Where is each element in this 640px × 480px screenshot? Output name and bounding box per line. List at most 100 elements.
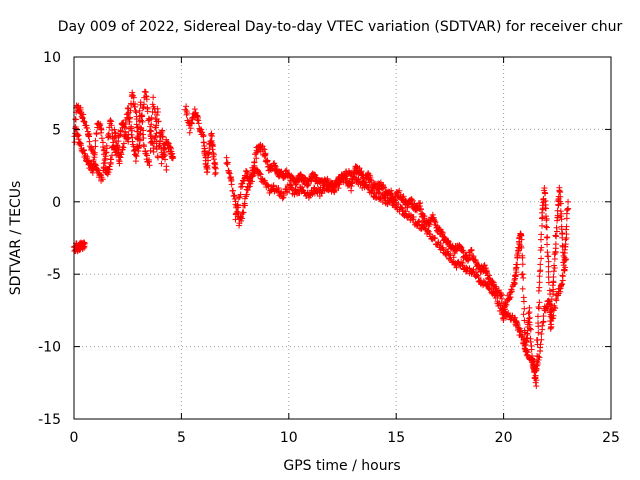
data-point [492, 294, 499, 301]
data-point [539, 322, 546, 329]
data-point [256, 170, 263, 177]
data-point [207, 131, 214, 138]
data-point [557, 288, 564, 295]
data-point [243, 191, 250, 198]
data-point [543, 223, 550, 230]
data-point [224, 161, 231, 168]
data-point [105, 130, 112, 137]
data-point [136, 107, 143, 114]
data-point [228, 181, 235, 188]
data-point [135, 128, 142, 135]
data-point [139, 131, 146, 138]
data-point [400, 193, 407, 200]
data-point [537, 341, 544, 348]
data-point [544, 253, 551, 260]
data-point [132, 152, 139, 159]
data-point [375, 189, 382, 196]
data-point [432, 234, 439, 241]
data-point [91, 149, 98, 156]
data-point [537, 236, 544, 243]
data-point [122, 132, 129, 139]
data-point [380, 184, 387, 191]
data-point [533, 377, 540, 384]
data-point [431, 218, 438, 225]
data-point [380, 183, 387, 190]
data-point [261, 146, 268, 153]
x-axis-label: GPS time / hours [283, 458, 400, 474]
data-point [551, 262, 558, 269]
data-point [98, 126, 105, 133]
data-point [537, 267, 544, 274]
data-point [101, 157, 108, 164]
data-point [195, 120, 202, 127]
data-point [183, 103, 190, 110]
data-point [124, 110, 131, 117]
data-point [535, 329, 542, 336]
data-point [158, 160, 165, 167]
data-point [201, 148, 208, 155]
data-point [557, 213, 564, 220]
data-point [536, 354, 543, 361]
data-point [226, 170, 233, 177]
data-point [527, 355, 534, 362]
data-point [505, 310, 512, 317]
data-point [548, 308, 555, 315]
data-point [99, 176, 106, 183]
data-point [124, 136, 131, 143]
data-point [544, 241, 551, 248]
data-point [103, 142, 110, 149]
data-point [279, 195, 286, 202]
data-point [340, 179, 347, 186]
data-point [558, 216, 565, 223]
data-point [382, 194, 389, 201]
data-point [232, 216, 239, 223]
data-point [159, 127, 166, 134]
data-point [235, 194, 242, 201]
data-point [108, 156, 115, 163]
data-point [74, 131, 81, 138]
data-point [439, 229, 446, 236]
data-point [548, 323, 555, 330]
data-point [543, 224, 550, 231]
data-point [542, 190, 549, 197]
data-point [140, 135, 147, 142]
data-point [552, 241, 559, 248]
data-point [514, 322, 521, 329]
x-tick-label: 20 [495, 430, 513, 446]
data-point [113, 138, 120, 145]
data-point [150, 94, 157, 101]
data-point [311, 184, 318, 191]
data-point [453, 264, 460, 271]
data-point [152, 115, 159, 122]
data-point [547, 311, 554, 318]
data-point [534, 313, 541, 320]
data-point [89, 169, 96, 176]
data-point [527, 338, 534, 345]
data-point [557, 200, 564, 207]
data-point [335, 185, 342, 192]
data-point [121, 124, 128, 131]
data-point [537, 261, 544, 268]
data-point [90, 150, 97, 157]
data-point [232, 198, 239, 205]
data-point [88, 160, 95, 167]
data-point [396, 187, 403, 194]
data-point [540, 313, 547, 320]
data-point [148, 128, 155, 135]
data-point [159, 133, 166, 140]
data-point [529, 359, 536, 366]
data-point [147, 147, 154, 154]
data-point [507, 289, 514, 296]
data-point [109, 152, 116, 159]
data-point [535, 320, 542, 327]
data-point [459, 259, 466, 266]
data-point [351, 169, 358, 176]
data-point [518, 271, 525, 278]
data-point [246, 183, 253, 190]
data-point [152, 124, 159, 131]
data-point [223, 160, 230, 167]
data-point [536, 299, 543, 306]
data-point [155, 118, 162, 125]
data-point [125, 109, 132, 116]
